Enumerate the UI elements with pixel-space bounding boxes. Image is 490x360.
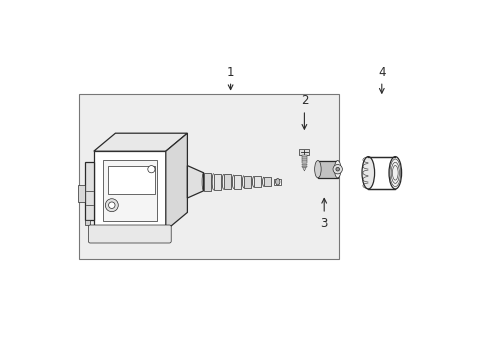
Ellipse shape xyxy=(315,161,321,178)
Text: 2: 2 xyxy=(301,94,308,129)
Bar xyxy=(103,160,157,221)
Text: 4: 4 xyxy=(378,66,386,93)
Polygon shape xyxy=(244,176,251,188)
Ellipse shape xyxy=(389,157,402,189)
Bar xyxy=(301,161,307,163)
Bar xyxy=(79,94,339,259)
Polygon shape xyxy=(224,174,231,189)
Polygon shape xyxy=(264,177,271,186)
Bar xyxy=(301,157,307,159)
FancyBboxPatch shape xyxy=(88,225,171,243)
Polygon shape xyxy=(214,174,220,190)
Polygon shape xyxy=(234,175,241,189)
Polygon shape xyxy=(254,176,261,187)
Ellipse shape xyxy=(362,157,374,189)
Polygon shape xyxy=(204,173,211,191)
Bar xyxy=(78,185,85,202)
Polygon shape xyxy=(166,133,187,230)
Circle shape xyxy=(148,166,155,173)
Circle shape xyxy=(109,202,115,208)
Bar xyxy=(274,179,281,185)
Bar xyxy=(318,161,338,178)
Bar xyxy=(301,166,307,167)
Bar xyxy=(301,155,307,157)
Bar xyxy=(108,166,155,194)
Text: 3: 3 xyxy=(320,198,328,230)
Bar xyxy=(301,163,307,165)
Ellipse shape xyxy=(275,179,280,185)
Circle shape xyxy=(105,199,118,212)
Ellipse shape xyxy=(335,161,341,178)
Bar xyxy=(299,149,310,155)
Text: 1: 1 xyxy=(227,66,234,90)
Circle shape xyxy=(333,165,343,174)
Bar xyxy=(85,162,94,220)
Bar xyxy=(301,159,307,161)
Polygon shape xyxy=(94,151,166,230)
Polygon shape xyxy=(94,133,187,151)
Polygon shape xyxy=(187,166,204,198)
Polygon shape xyxy=(303,167,306,171)
Bar xyxy=(85,220,90,225)
Circle shape xyxy=(336,167,340,171)
